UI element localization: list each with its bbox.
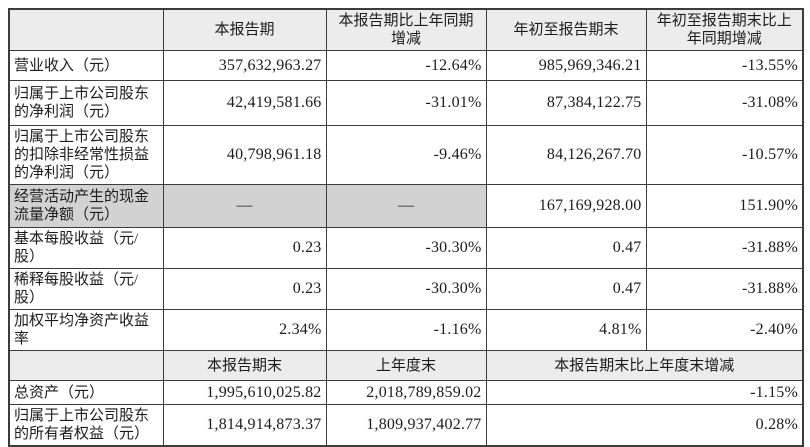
row-label: 加权平均净资产收益 率	[8, 309, 164, 351]
cell-ytd: 4.81%	[485, 309, 647, 351]
cell-current-period-change: -30.30%	[325, 268, 487, 310]
row-label: 稀释每股收益（元/ 股）	[8, 268, 164, 310]
cell-ytd-change: -13.55%	[645, 50, 804, 81]
cell-ytd: 87,384,122.75	[485, 80, 647, 126]
cell-end-change: 0.28%	[485, 404, 804, 447]
cell-period-end: 1,995,610,025.82	[162, 380, 327, 405]
key-accounting-data-table: 本报告期 本报告期比上年同期 增减 年初至报告期末 年初至报告期末比上 年同期增…	[8, 8, 804, 447]
cell-ytd-change: -31.88%	[645, 227, 804, 269]
cell-current-period: 2.34%	[162, 309, 327, 351]
cell-current-period-change: -30.30%	[325, 227, 487, 269]
cell-ytd: 0.47	[485, 227, 647, 269]
cell-current-period: 357,632,963.27	[162, 50, 327, 81]
cell-current-period-change: -1.16%	[325, 309, 487, 351]
cell-end-change: -1.15%	[485, 380, 804, 405]
row-operating-revenue: 营业收入（元） 357,632,963.27 -12.64% 985,969,3…	[8, 50, 804, 81]
cell-current-period: 0.23	[162, 227, 327, 269]
cell-ytd-change: -2.40%	[645, 309, 804, 351]
cell-ytd: 167,169,928.00	[485, 184, 647, 228]
cell-current-period-change: -9.46%	[325, 125, 487, 185]
header-current-period: 本报告期	[162, 8, 327, 51]
row-label: 营业收入（元）	[8, 50, 164, 81]
blank-header-cell	[8, 350, 164, 381]
row-weighted-average-roe: 加权平均净资产收益 率 2.34% -1.16% 4.81% -2.40%	[8, 309, 804, 351]
top-header-row: 本报告期 本报告期比上年同期 增减 年初至报告期末 年初至报告期末比上 年同期增…	[8, 8, 804, 51]
row-net-profit-attributable: 归属于上市公司股东 的净利润（元） 42,419,581.66 -31.01% …	[8, 80, 804, 126]
cell-current-period-change: —	[325, 184, 487, 228]
cell-ytd: 985,969,346.21	[485, 50, 647, 81]
header-ytd: 年初至报告期末	[485, 8, 647, 51]
header-prev-year-end: 上年度末	[325, 350, 487, 381]
cell-prev-year-end: 1,809,937,402.77	[325, 404, 487, 447]
cell-current-period: 42,419,581.66	[162, 80, 327, 126]
row-total-assets: 总资产（元） 1,995,610,025.82 2,018,789,859.02…	[8, 380, 804, 405]
row-label: 归属于上市公司股东 的扣除非经常性损益 的净利润（元）	[8, 125, 164, 185]
header-period-end: 本报告期末	[162, 350, 327, 381]
cell-ytd-change: -31.08%	[645, 80, 804, 126]
cell-ytd-change: -31.88%	[645, 268, 804, 310]
cell-current-period-change: -12.64%	[325, 50, 487, 81]
cell-ytd: 84,126,267.70	[485, 125, 647, 185]
bottom-header-row: 本报告期末 上年度末 本报告期末比上年度末增减	[8, 350, 804, 381]
header-current-period-change: 本报告期比上年同期 增减	[325, 8, 487, 51]
cell-ytd-change: -10.57%	[645, 125, 804, 185]
cell-period-end: 1,814,914,873.37	[162, 404, 327, 447]
row-equity-attributable: 归属于上市公司股东 的所有者权益（元） 1,814,914,873.37 1,8…	[8, 404, 804, 447]
row-net-profit-excluding-nonrecurring: 归属于上市公司股东 的扣除非经常性损益 的净利润（元） 40,798,961.1…	[8, 125, 804, 185]
row-diluted-eps: 稀释每股收益（元/ 股） 0.23 -30.30% 0.47 -31.88%	[8, 268, 804, 310]
row-label: 总资产（元）	[8, 380, 164, 405]
cell-prev-year-end: 2,018,789,859.02	[325, 380, 487, 405]
row-label: 经营活动产生的现金 流量净额（元）	[8, 184, 164, 228]
cell-current-period: —	[162, 184, 327, 228]
blank-header-cell	[8, 8, 164, 51]
cell-current-period-change: -31.01%	[325, 80, 487, 126]
header-ytd-change: 年初至报告期末比上 年同期增减	[645, 8, 804, 51]
row-label: 归属于上市公司股东 的净利润（元）	[8, 80, 164, 126]
header-period-end-change: 本报告期末比上年度末增减	[485, 350, 804, 381]
row-basic-eps: 基本每股收益（元/ 股） 0.23 -30.30% 0.47 -31.88%	[8, 227, 804, 269]
cell-ytd-change: 151.90%	[645, 184, 804, 228]
cell-current-period: 0.23	[162, 268, 327, 310]
row-label: 基本每股收益（元/ 股）	[8, 227, 164, 269]
cell-current-period: 40,798,961.18	[162, 125, 327, 185]
row-label: 归属于上市公司股东 的所有者权益（元）	[8, 404, 164, 447]
cell-ytd: 0.47	[485, 268, 647, 310]
row-operating-cash-flow: 经营活动产生的现金 流量净额（元） — — 167,169,928.00 151…	[8, 184, 804, 228]
page: { "colors": { "page_bg": "#ffffff", "tex…	[8, 8, 804, 447]
